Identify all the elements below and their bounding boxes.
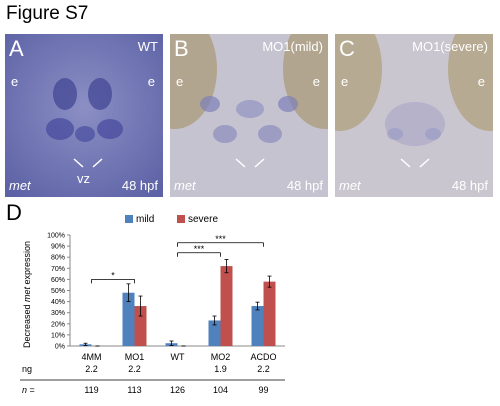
bar-mild xyxy=(251,306,264,346)
panel-c-image xyxy=(335,34,493,197)
panel-a-gene: met xyxy=(9,178,31,193)
figure-title: Figure S7 xyxy=(6,3,89,24)
x-category-label: WT xyxy=(171,352,185,362)
panel-b: B MO1(mild) e e met 48 hpf xyxy=(170,34,328,197)
panel-a-letter: A xyxy=(9,36,24,61)
n-value: 104 xyxy=(213,385,228,395)
y-tick-label: 60% xyxy=(51,277,65,284)
panel-b-eye-left: e xyxy=(176,74,184,89)
panel-b-letter: B xyxy=(174,36,189,61)
n-value: 119 xyxy=(84,385,98,395)
panel-a-eye-right: e xyxy=(147,74,155,89)
bar-mild xyxy=(122,292,135,346)
x-category-label: 4MM xyxy=(82,352,102,362)
y-tick-label: 40% xyxy=(51,299,65,306)
panel-b-image xyxy=(170,34,328,197)
panel-d-chart: 0% 10% 20% 30% 40% 50% 60% 70% 80% 90% 100% Decreas… xyxy=(0,200,500,401)
legend-label-severe: severe xyxy=(188,214,218,225)
x-category-label: MO2 xyxy=(211,352,231,362)
bar-mild xyxy=(208,320,221,346)
ng-value: 2.2 xyxy=(85,364,98,374)
panel-a-stage: 48 hpf xyxy=(121,178,158,193)
panel-c-eye-left: e xyxy=(341,74,349,89)
y-tick-label: 0% xyxy=(55,344,65,351)
sig-marker: * xyxy=(111,270,115,280)
panel-b-gene: met xyxy=(174,178,196,193)
panel-d-letter: D xyxy=(6,200,22,225)
n-value: 99 xyxy=(258,385,268,395)
legend-label-mild: mild xyxy=(136,214,154,225)
panel-c-condition: MO1(severe) xyxy=(412,39,488,54)
panel-c-stage: 48 hpf xyxy=(451,178,488,193)
panel-b-condition: MO1(mild) xyxy=(262,39,323,54)
n-value: 113 xyxy=(127,385,141,395)
ng-value: 2.2 xyxy=(128,364,141,374)
y-tick-label: 70% xyxy=(51,266,65,273)
y-tick-label: 20% xyxy=(51,321,65,328)
bar-chart: 0% 10% 20% 30% 40% 50% 60% 70% 80% 90% 100% Decreas… xyxy=(20,214,285,395)
y-tick-label: 10% xyxy=(51,332,65,339)
n-value: 126 xyxy=(170,385,185,395)
panel-a-image xyxy=(5,34,163,197)
panel-a-condition: WT xyxy=(137,39,158,54)
panel-a-eye-left: e xyxy=(11,74,19,89)
panel-c: C MO1(severe) e e met 48 hpf xyxy=(335,34,493,197)
panel-a-vz-label: vz xyxy=(77,171,90,186)
panel-b-eye-right: e xyxy=(312,74,320,89)
sig-marker: *** xyxy=(194,244,205,254)
panel-c-eye-right: e xyxy=(477,74,485,89)
panel-a: A WT e e vz met 48 hpf xyxy=(5,34,163,197)
bar-severe xyxy=(134,306,147,346)
y-tick-label: 80% xyxy=(51,255,65,262)
ng-value: 1.9 xyxy=(214,364,227,374)
y-tick-label: 90% xyxy=(51,244,65,251)
legend-swatch-mild xyxy=(125,215,133,223)
ng-row-label: ng xyxy=(22,364,32,374)
ng-value: 2.2 xyxy=(257,364,270,374)
bar-severe xyxy=(263,281,276,346)
panel-c-letter: C xyxy=(339,36,355,61)
legend-swatch-severe xyxy=(177,215,185,223)
y-tick-label: 100% xyxy=(47,233,65,240)
y-axis-label: Decreased met expression xyxy=(22,241,32,348)
y-tick-label: 30% xyxy=(51,310,65,317)
bar-severe xyxy=(220,266,233,346)
sig-marker: *** xyxy=(215,234,226,244)
x-category-label: ACDO xyxy=(250,352,276,362)
panel-b-stage: 48 hpf xyxy=(286,178,323,193)
panel-c-gene: met xyxy=(339,178,361,193)
n-row-label: n = xyxy=(22,385,35,395)
y-tick-label: 50% xyxy=(51,288,65,295)
x-category-label: MO1 xyxy=(125,352,145,362)
